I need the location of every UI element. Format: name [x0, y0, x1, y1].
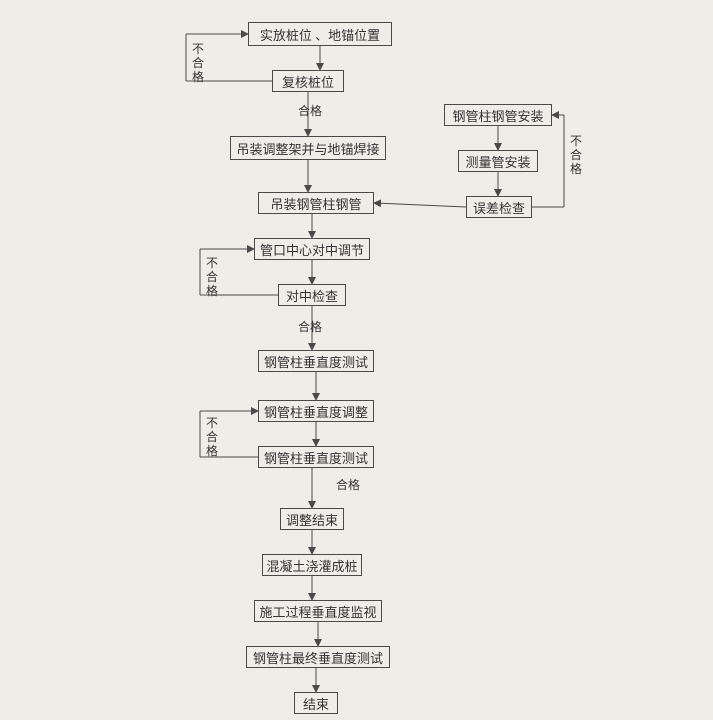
node-n9: 钢管柱垂直度测试	[258, 446, 374, 468]
node-n14: 结束	[294, 692, 338, 714]
node-r1: 钢管柱钢管安装	[444, 104, 552, 126]
label-L4: 合格	[298, 318, 322, 335]
node-n7: 钢管柱垂直度测试	[258, 350, 374, 372]
label-L2: 合格	[298, 102, 322, 119]
node-n6: 对中检查	[278, 284, 346, 306]
node-n4: 吊装钢管柱钢管	[258, 192, 374, 214]
edge-24	[374, 203, 466, 207]
node-n2: 复核桩位	[272, 70, 344, 92]
node-n5: 管口中心对中调节	[254, 238, 370, 260]
node-n3: 吊装调整架并与地锚焊接	[230, 136, 386, 160]
node-n11: 混凝土浇灌成桩	[262, 554, 362, 576]
node-n8: 钢管柱垂直度调整	[258, 400, 374, 422]
node-n10: 调整结束	[280, 508, 344, 530]
node-r3: 误差检查	[466, 196, 532, 218]
node-n1: 实放桩位 、地锚位置	[248, 22, 392, 46]
label-L7c: 格	[570, 160, 582, 177]
flowchart-canvas: 实放桩位 、地锚位置复核桩位吊装调整架并与地锚焊接吊装钢管柱钢管管口中心对中调节…	[0, 0, 713, 720]
label-L5c: 格	[206, 442, 218, 459]
label-L6: 合格	[336, 476, 360, 493]
label-L3c: 格	[206, 282, 218, 299]
node-n13: 钢管柱最终垂直度测试	[246, 646, 390, 668]
label-L1c: 格	[192, 68, 204, 85]
node-n12: 施工过程垂直度监视	[254, 600, 382, 622]
node-r2: 测量管安装	[458, 150, 538, 172]
